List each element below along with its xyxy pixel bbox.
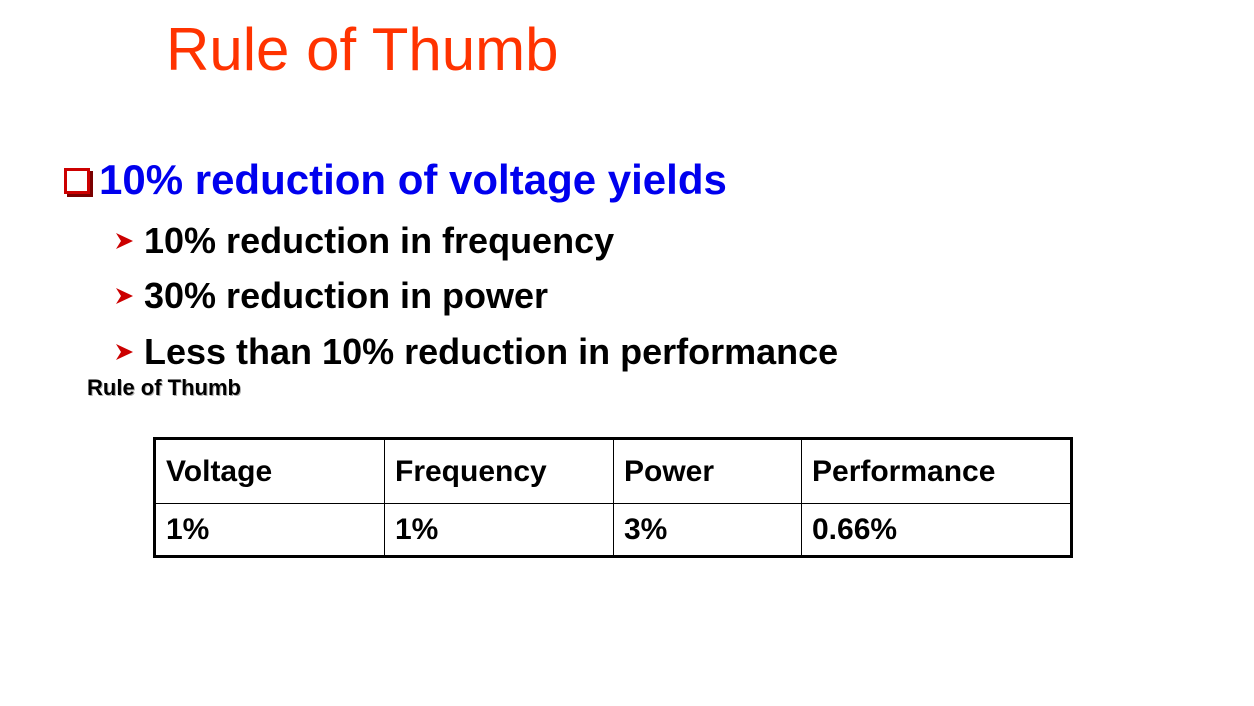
sub-bullet-frequency: 10% reduction in frequency — [113, 219, 614, 263]
table-header-row: Voltage Frequency Power Performance — [154, 438, 1072, 504]
table-header-cell: Frequency — [384, 438, 614, 504]
rule-of-thumb-table: Voltage Frequency Power Performance 1% 1… — [153, 437, 1073, 558]
sub-bullet-power: 30% reduction in power — [113, 274, 548, 318]
arrow-right-icon — [116, 288, 133, 304]
main-bullet-text: 10% reduction of voltage yields — [99, 156, 727, 203]
sub-bullet-text: 30% reduction in power — [144, 275, 549, 316]
table-header-cell: Performance — [801, 438, 1072, 504]
table-header-cell: Voltage — [154, 438, 385, 504]
table-cell: 3% — [613, 503, 802, 557]
table-cell: 1% — [154, 503, 385, 557]
sub-bullet-text: Less than 10% reduction in performance — [144, 331, 839, 372]
table-caption: Rule of Thumb — [87, 375, 241, 400]
sub-bullet-text: 10% reduction in frequency — [144, 220, 615, 261]
table-row: 1% 1% 3% 0.66% — [154, 503, 1072, 557]
table-cell: 0.66% — [801, 503, 1072, 557]
sub-bullet-performance: Less than 10% reduction in performance — [113, 330, 838, 374]
table-header-cell: Power — [613, 438, 802, 504]
main-bullet: 10% reduction of voltage yields — [64, 154, 727, 206]
table-cell: 1% — [384, 503, 614, 557]
checkbox-icon — [64, 168, 90, 194]
arrow-right-icon — [116, 344, 133, 360]
slide-title: Rule of Thumb — [166, 16, 559, 83]
arrow-right-icon — [116, 233, 133, 249]
